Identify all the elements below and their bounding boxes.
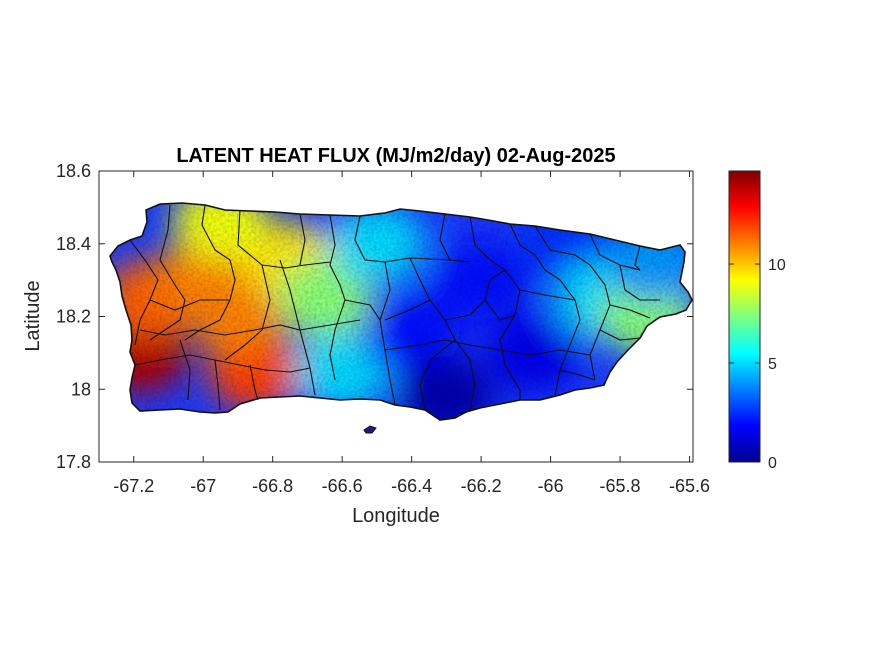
municipality-boundary	[634, 245, 641, 271]
x-tick-label: -65.8	[600, 476, 641, 496]
x-tick-label: -67.2	[113, 476, 154, 496]
municipality-boundary	[619, 264, 660, 301]
colorbar	[728, 170, 761, 463]
x-tick-label: -66.4	[391, 476, 432, 496]
municipality-boundary	[534, 225, 591, 266]
heat-field	[110, 203, 692, 420]
municipality-boundary	[299, 213, 306, 266]
municipality-boundary	[299, 319, 361, 331]
x-tick-label: -66	[538, 476, 564, 496]
y-tick-label: 18	[71, 379, 91, 399]
x-tick-label: -65.6	[669, 476, 710, 496]
colorbar-gradient	[728, 170, 761, 463]
municipality-boundary	[354, 215, 411, 263]
x-tick-label: -66.2	[461, 476, 502, 496]
municipality-boundary	[444, 269, 506, 321]
municipality-boundary	[379, 261, 391, 321]
municipality-boundary	[419, 339, 456, 411]
municipality-boundary	[554, 279, 581, 396]
municipality-boundary	[519, 289, 576, 301]
municipality-boundary	[384, 339, 501, 351]
municipality-boundary	[149, 299, 230, 311]
municipality-boundary	[589, 264, 611, 381]
municipality-boundary	[184, 204, 236, 341]
municipality-boundary	[589, 233, 641, 271]
colorbar-tick-label: 5	[768, 356, 777, 373]
y-tick-label: 18.4	[56, 234, 91, 254]
municipality-boundary	[509, 223, 561, 281]
municipality-boundary	[344, 299, 396, 406]
chart-title: LATENT HEAT FLUX (MJ/m2/day) 02-Aug-2025	[176, 145, 615, 167]
x-axis: -67.2 -67 -66.8 -66.6 -66.4 -66.2 -66 -65.8 -65.…	[113, 171, 710, 496]
islet	[363, 425, 377, 434]
municipality-boundary	[484, 299, 516, 321]
municipality-boundary	[134, 354, 311, 373]
x-axis-label: Longitude	[352, 505, 440, 527]
municipality-boundary	[329, 214, 346, 381]
municipality-boundary	[249, 364, 259, 401]
municipality-boundary	[129, 239, 159, 346]
municipality-boundary	[179, 339, 191, 401]
municipality-boundary	[214, 359, 221, 411]
y-tick-label: 17.8	[56, 452, 91, 472]
municipality-boundary	[469, 216, 506, 271]
municipality-boundary	[139, 324, 301, 336]
municipality-boundary	[444, 319, 476, 411]
municipality-boundary	[384, 299, 431, 321]
municipality-boundary	[224, 209, 271, 361]
y-tick-label: 18.2	[56, 307, 91, 327]
municipality-boundary	[261, 261, 331, 269]
municipality-boundary	[409, 257, 446, 321]
municipality-boundary	[609, 304, 651, 319]
x-tick-label: -67	[190, 476, 216, 496]
municipality-boundary	[409, 257, 451, 261]
municipality-boundary	[599, 329, 641, 341]
municipality-boundary	[499, 349, 591, 356]
municipality-boundary	[149, 204, 186, 341]
y-tick-label: 18.6	[56, 161, 91, 181]
municipality-boundaries	[129, 204, 660, 411]
x-tick-label: -66.6	[322, 476, 363, 496]
colorbar-ticks: 0 5 10	[729, 257, 786, 472]
colorbar-tick-label: 0	[768, 455, 777, 472]
y-axis-label: Latitude	[22, 280, 44, 351]
x-tick-label: -66.8	[252, 476, 293, 496]
colorbar-tick-label: 10	[768, 257, 786, 274]
municipality-boundary	[559, 369, 596, 381]
municipality-boundary	[439, 213, 471, 263]
y-axis: 17.8 18 18.2 18.4 18.6	[56, 161, 693, 472]
